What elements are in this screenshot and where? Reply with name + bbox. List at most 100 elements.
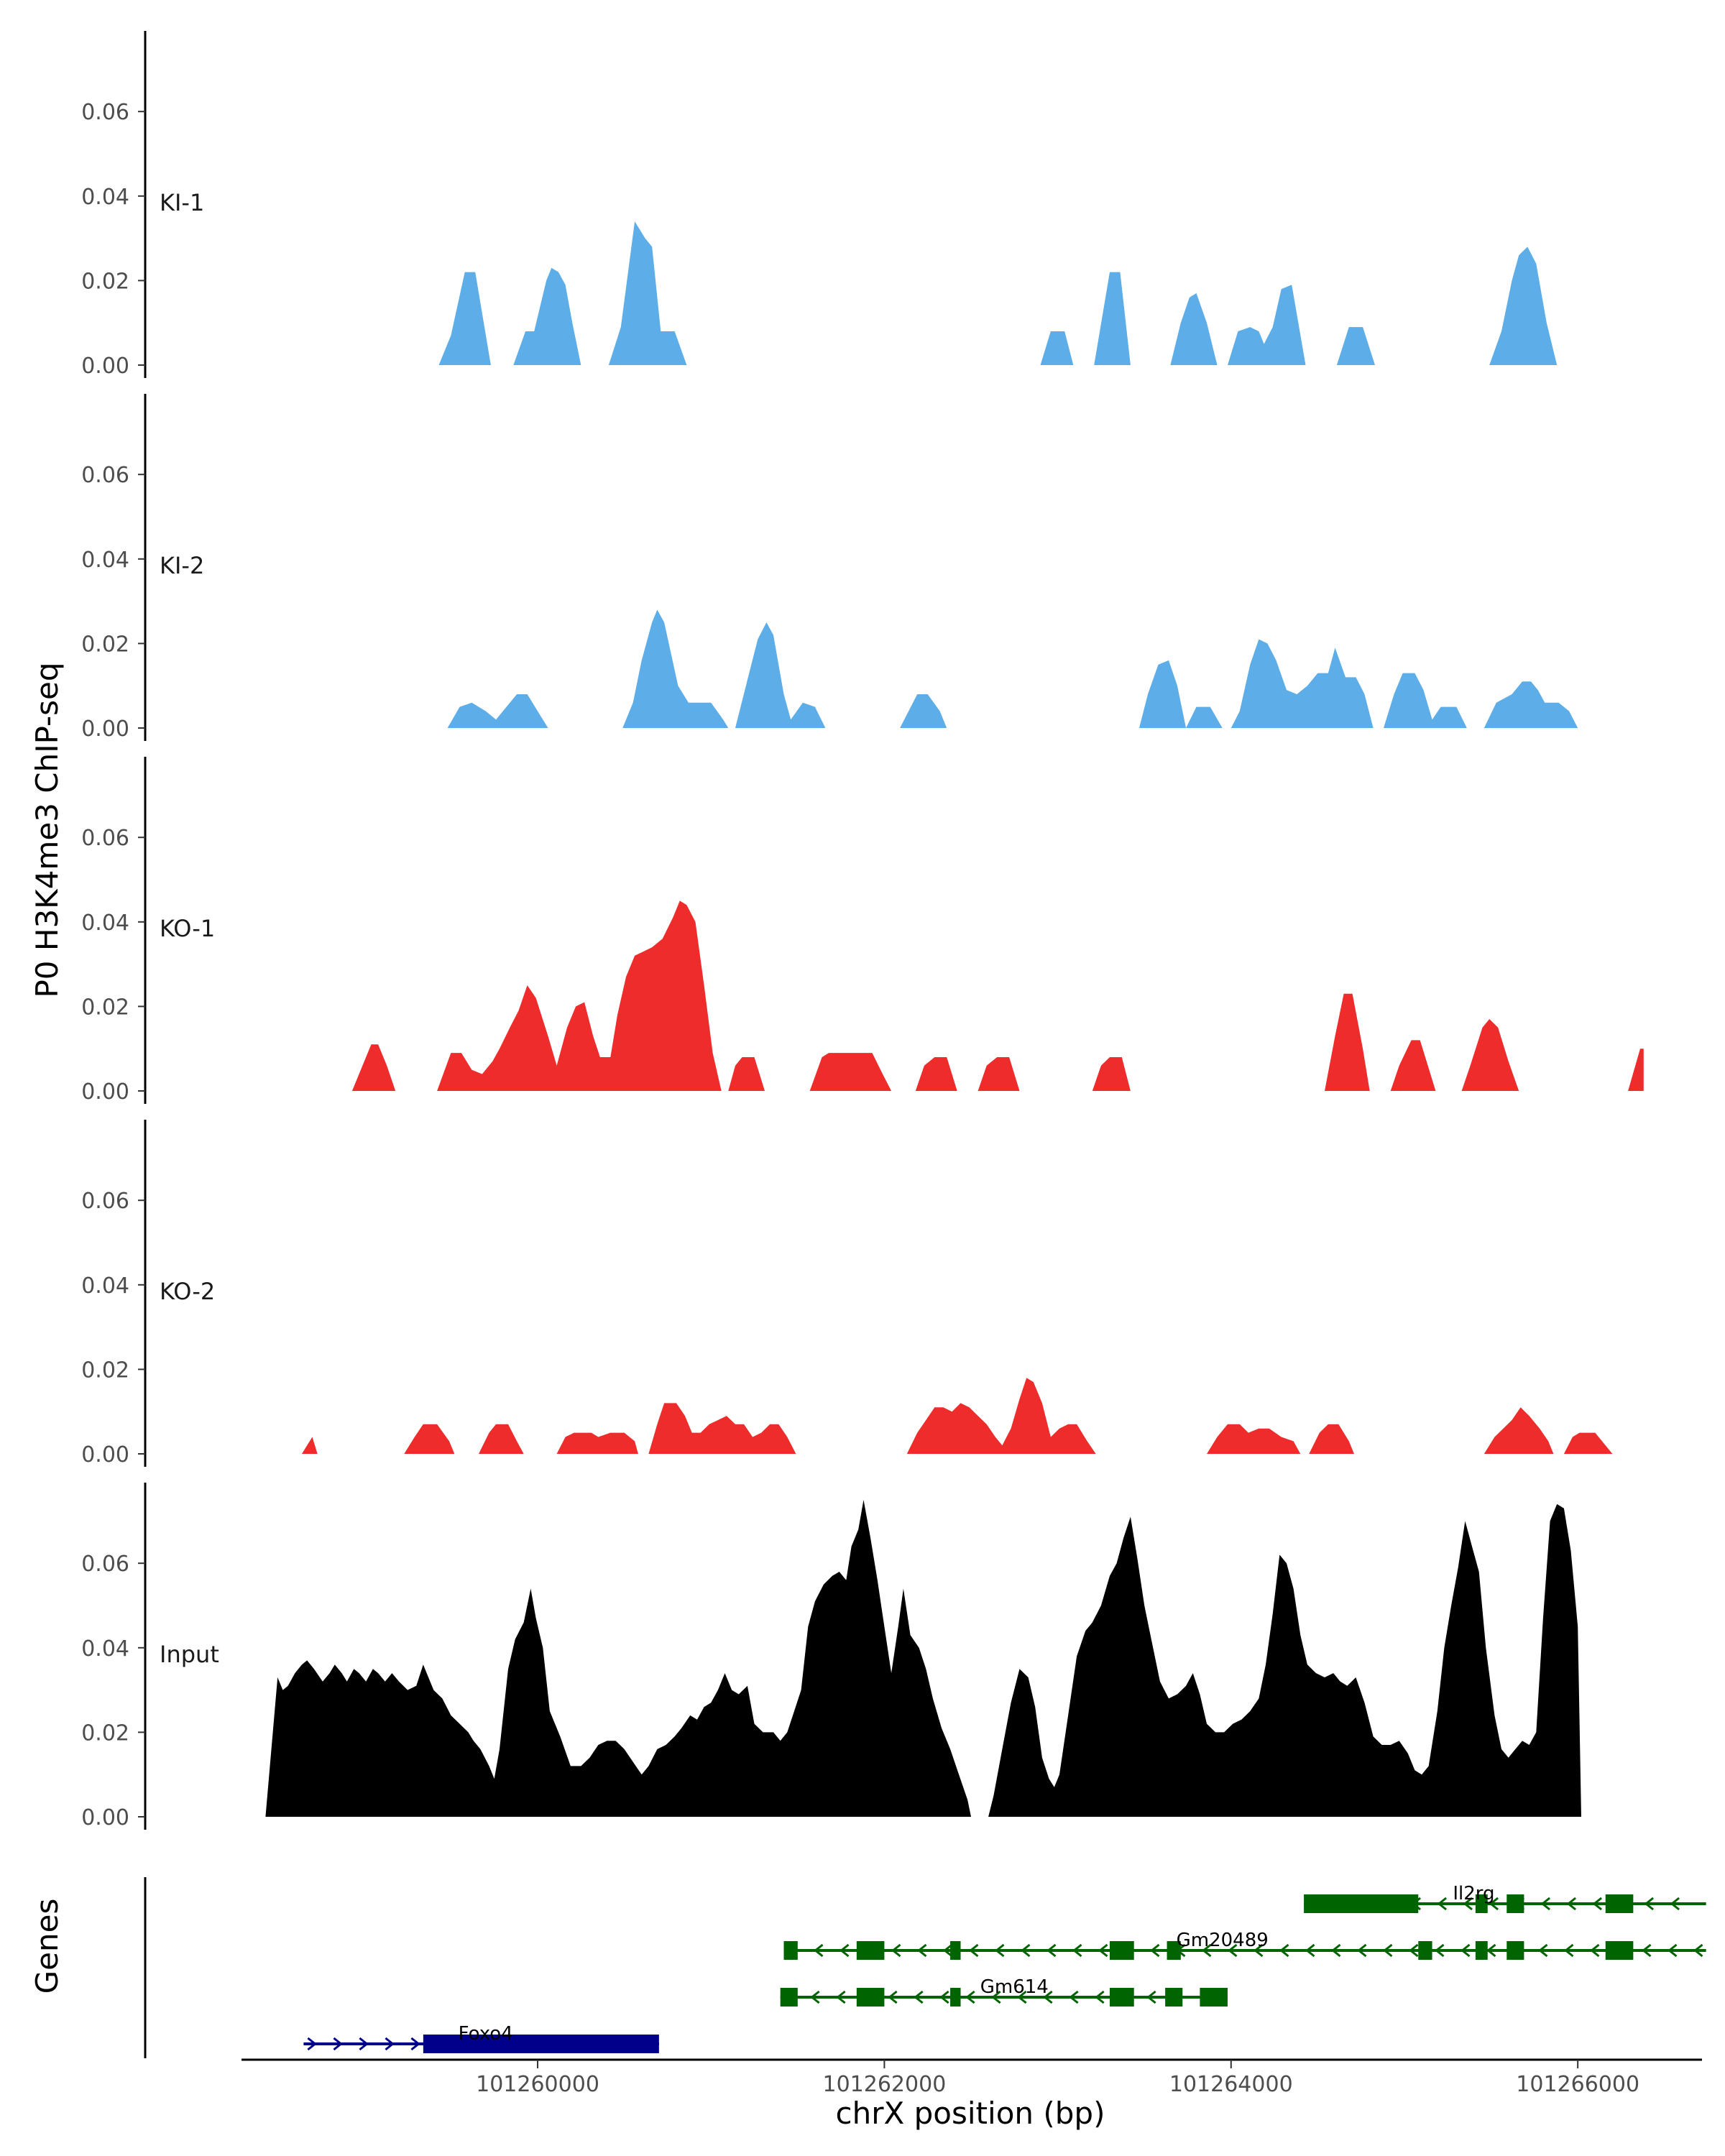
gene-exon xyxy=(1506,1894,1524,1913)
y-tick-label: 0.00 xyxy=(81,1079,129,1105)
strand-arrow-icon xyxy=(995,1943,1005,1958)
strand-arrow-icon xyxy=(1644,1897,1655,1911)
strand-arrow-icon xyxy=(939,1990,949,2004)
gene-label-il2rg: Il2rg xyxy=(1453,1883,1494,1904)
strand-arrow-icon xyxy=(1590,1943,1600,1958)
strand-arrow-icon xyxy=(1566,1897,1577,1911)
gene-exon xyxy=(1605,1894,1634,1913)
ki-2-coverage-area xyxy=(447,609,1578,728)
strand-arrow-icon xyxy=(1331,1943,1341,1958)
gene-il2rg: Il2rg xyxy=(1304,1883,1706,1913)
y-tick-label: 0.06 xyxy=(81,1552,129,1577)
strand-arrow-icon xyxy=(359,2037,369,2051)
y-tick-label: 0.02 xyxy=(81,1720,129,1746)
strand-arrow-icon xyxy=(1046,1943,1057,1958)
strand-arrow-icon xyxy=(1460,1943,1471,1958)
strand-arrow-icon xyxy=(307,2037,317,2051)
y-tick-label: 0.02 xyxy=(81,269,129,294)
strand-arrow-icon xyxy=(1043,1990,1053,2004)
gene-foxo4: Foxo4 xyxy=(303,2023,659,2053)
strand-arrow-icon xyxy=(1670,1897,1680,1911)
strand-arrow-icon xyxy=(1146,1990,1156,2004)
strand-arrow-icon xyxy=(1228,1943,1238,1958)
strand-arrow-icon xyxy=(836,1990,846,2004)
strand-arrow-icon xyxy=(1279,1943,1289,1958)
input-coverage-area xyxy=(265,1500,1647,1817)
gene-exon xyxy=(780,1988,798,2007)
strand-arrow-icon xyxy=(814,1943,824,1958)
y-tick-label: 0.06 xyxy=(81,100,129,125)
x-axis: 101260000 101262000 101264000 101266000 xyxy=(242,2058,1702,2097)
track-label-ki-1: KI-1 xyxy=(160,189,204,216)
x-axis-title: chrX position (bp) xyxy=(836,2096,1105,2131)
strand-arrow-icon xyxy=(810,1990,820,2004)
y-tick-label: 0.00 xyxy=(81,1442,129,1468)
y-tick-label: 0.06 xyxy=(81,826,129,851)
track-label-ko-2: KO-2 xyxy=(160,1278,215,1305)
strand-arrow-icon xyxy=(1021,1943,1031,1958)
ko-2-coverage-area xyxy=(302,1378,1613,1454)
strand-arrow-icon xyxy=(1202,1943,1212,1958)
y-tick-label: 0.04 xyxy=(81,185,129,210)
gene-annotation-panel: Il2rg Gm20489 Gm614 Foxo4 xyxy=(144,1877,1706,2058)
strand-arrow-icon xyxy=(333,2037,343,2051)
strand-arrow-icon xyxy=(1592,1897,1603,1911)
x-tick-label: 101266000 xyxy=(1516,2072,1639,2097)
strand-arrow-icon xyxy=(1540,1897,1551,1911)
strand-arrow-icon xyxy=(1538,1943,1548,1958)
gene-exon xyxy=(950,1988,961,2007)
track-input: 0.00 0.02 0.04 0.06 Input xyxy=(81,1483,1647,1830)
strand-arrow-icon xyxy=(1098,1943,1108,1958)
y-axis-title: P0 H3K4me3 ChIP-seq xyxy=(29,662,65,998)
strand-arrow-icon xyxy=(917,1943,927,1958)
strand-arrow-icon xyxy=(1357,1943,1367,1958)
x-tick-label: 101260000 xyxy=(476,2072,599,2097)
strand-arrow-icon xyxy=(385,2037,395,2051)
strand-arrow-icon xyxy=(969,1943,979,1958)
y-tick-label: 0.04 xyxy=(81,1636,129,1662)
y-tick-label: 0.06 xyxy=(81,463,129,488)
y-tick-label: 0.00 xyxy=(81,717,129,742)
gene-exon xyxy=(1605,1941,1634,1960)
strand-arrow-icon xyxy=(1489,1897,1499,1911)
y-tick-label: 0.00 xyxy=(81,354,129,379)
gene-exon xyxy=(1475,1941,1488,1960)
strand-arrow-icon xyxy=(1642,1943,1652,1958)
gene-exon xyxy=(1167,1941,1181,1960)
gene-label-foxo4: Foxo4 xyxy=(459,2023,513,2045)
gene-exon xyxy=(423,2035,659,2053)
track-ko-1: 0.00 0.02 0.04 0.06 KO-1 xyxy=(81,757,1644,1105)
gene-exon xyxy=(1200,1988,1228,2007)
gene-gm20489: Gm20489 xyxy=(783,1930,1706,1960)
strand-arrow-icon xyxy=(1072,1943,1082,1958)
strand-arrow-icon xyxy=(1150,1943,1160,1958)
gene-exon xyxy=(1418,1941,1432,1960)
gene-exon xyxy=(856,1941,885,1960)
coverage-tracks: 0.00 0.02 0.04 0.06 KI-1 0.00 0.02 0.04 0.06 KI-2… xyxy=(81,31,1647,1830)
strand-arrow-icon xyxy=(1095,1990,1105,2004)
strand-arrow-icon xyxy=(1693,1943,1703,1958)
track-ko-2: 0.00 0.02 0.04 0.06 KO-2 xyxy=(81,1120,1613,1468)
genes-track-title: Genes xyxy=(29,1899,65,1994)
gene-exon xyxy=(1475,1894,1488,1913)
strand-arrow-icon xyxy=(1463,1897,1473,1911)
gene-label-gm614: Gm614 xyxy=(980,1976,1049,1998)
y-tick-label: 0.00 xyxy=(81,1805,129,1830)
strand-arrow-icon xyxy=(1017,1990,1027,2004)
gene-exon xyxy=(856,1988,885,2007)
strand-arrow-icon xyxy=(991,1990,1001,2004)
gene-exon xyxy=(1506,1941,1524,1960)
strand-arrow-icon xyxy=(943,1943,953,1958)
gene-exon xyxy=(950,1941,961,1960)
ko-1-coverage-area xyxy=(351,900,1644,1091)
gene-exon xyxy=(1109,1988,1134,2007)
strand-arrow-icon xyxy=(1305,1943,1315,1958)
y-tick-label: 0.02 xyxy=(81,995,129,1020)
strand-arrow-icon xyxy=(891,1943,901,1958)
track-label-input: Input xyxy=(160,1641,219,1668)
x-tick-label: 101262000 xyxy=(823,2072,947,2097)
strand-arrow-icon xyxy=(1254,1943,1264,1958)
y-tick-label: 0.02 xyxy=(81,632,129,657)
strand-arrow-icon xyxy=(1486,1943,1496,1958)
